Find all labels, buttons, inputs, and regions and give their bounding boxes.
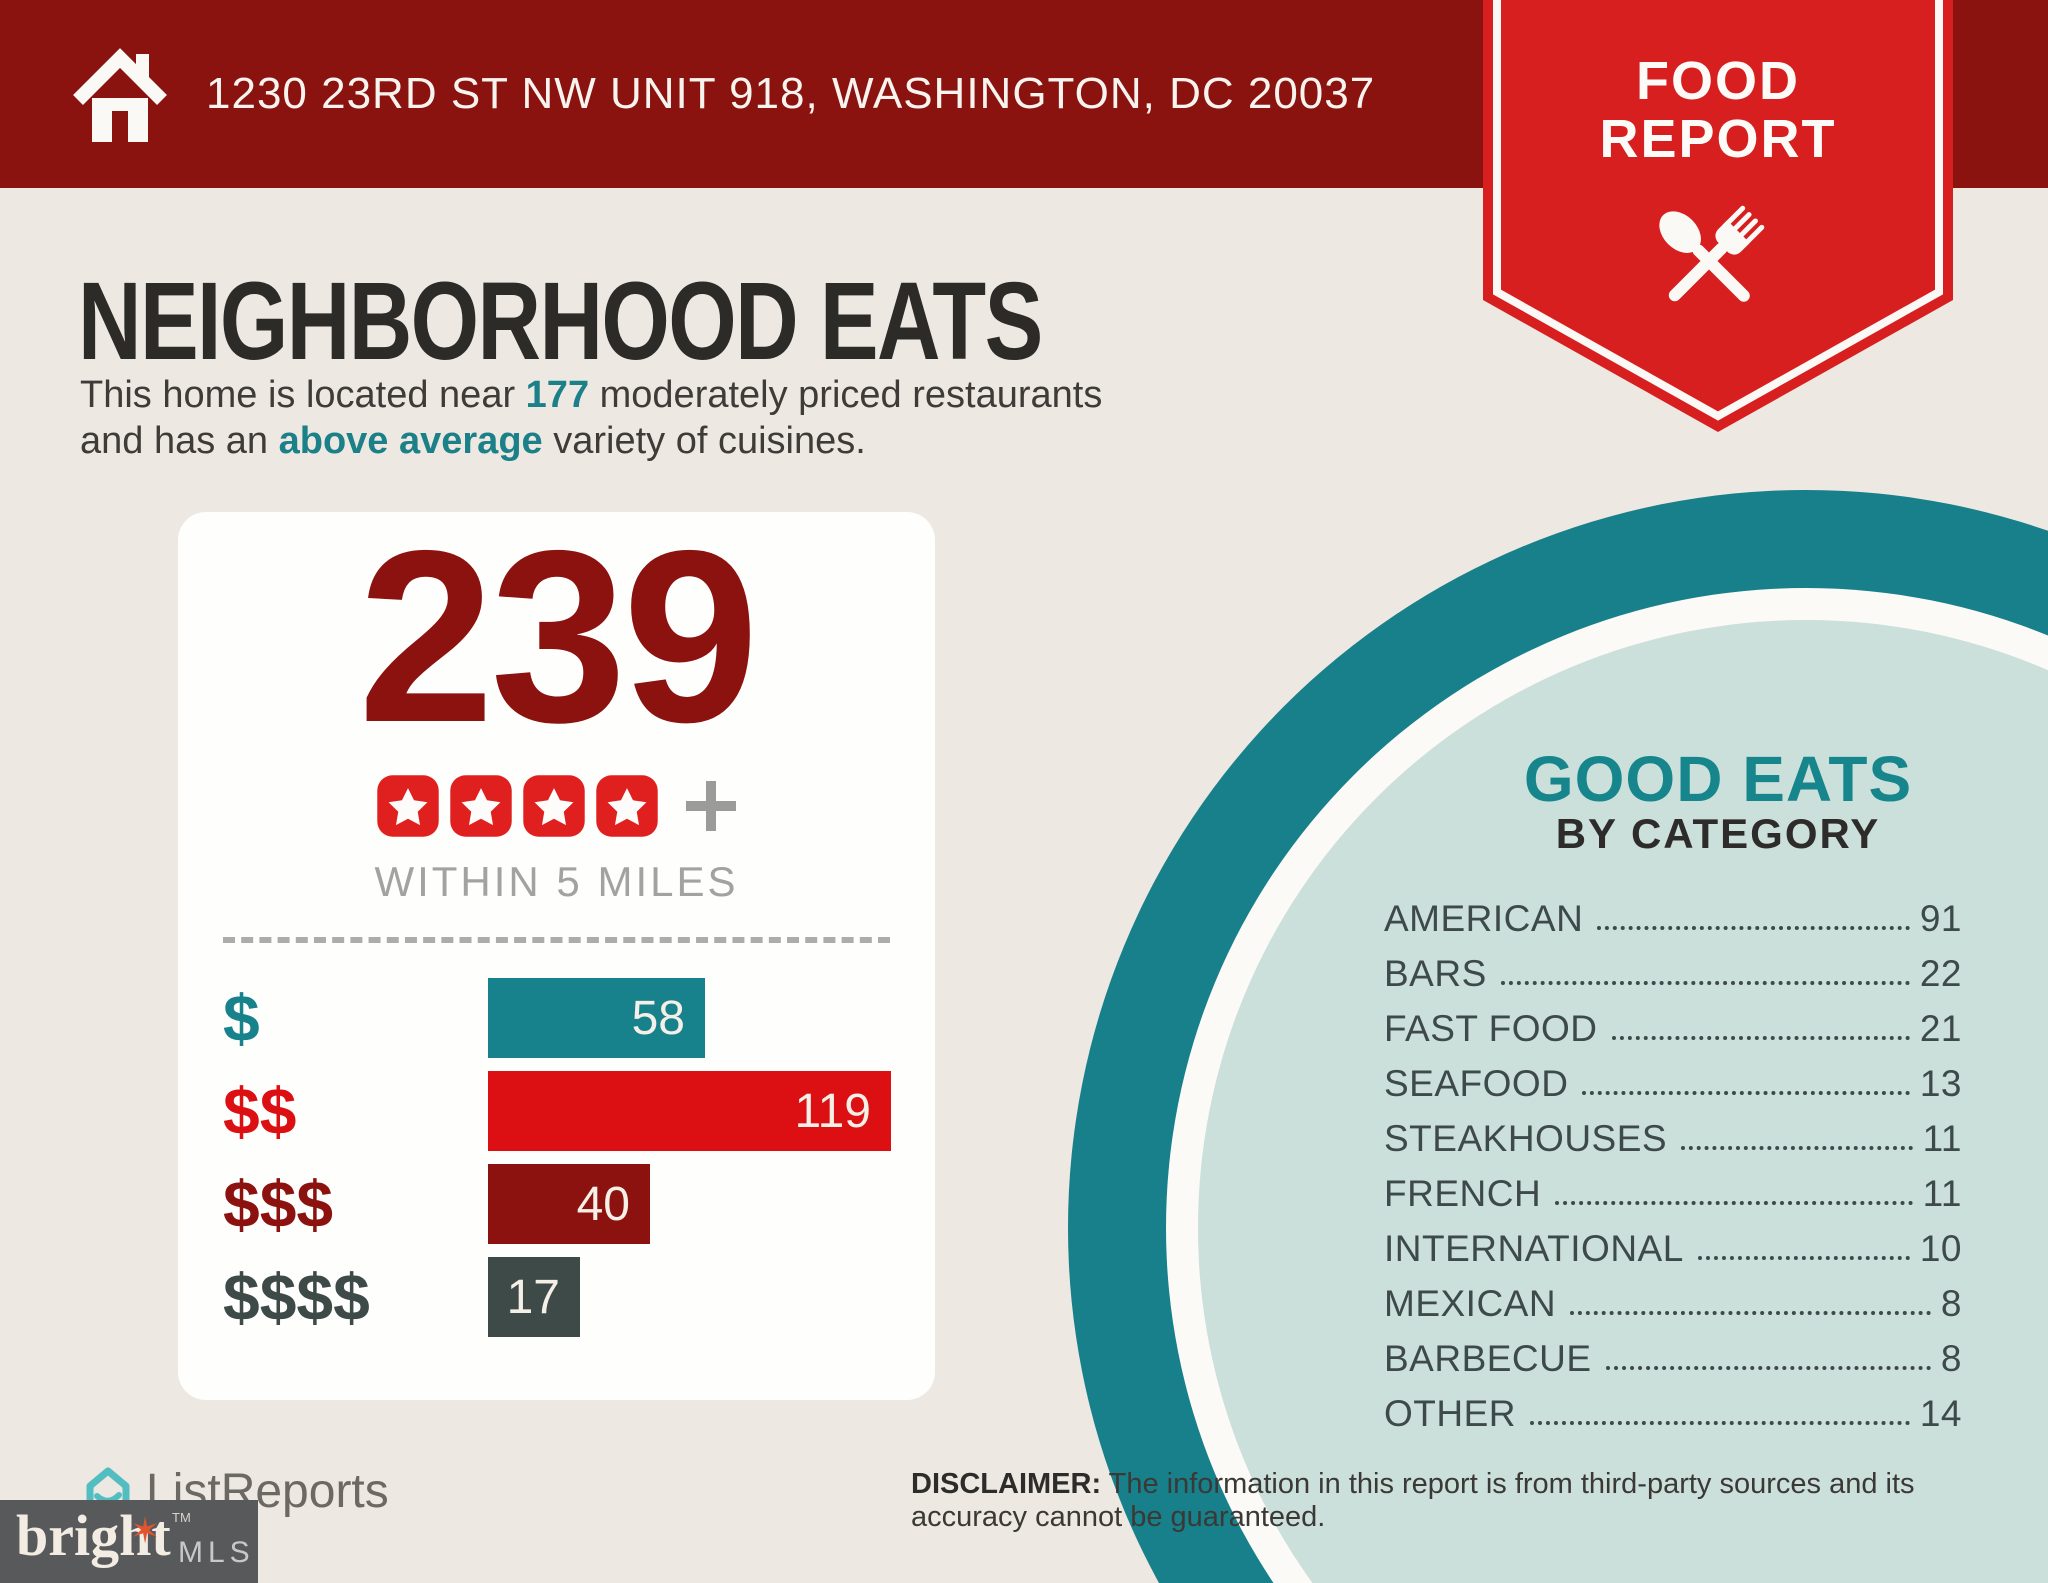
category-value: 11 — [1922, 1118, 1962, 1159]
category-value: 8 — [1940, 1283, 1962, 1324]
category-value: 21 — [1919, 1008, 1962, 1049]
category-label: INTERNATIONAL — [1384, 1228, 1684, 1269]
good-eats-title: GOOD EATS — [1523, 743, 1913, 815]
variety-highlight: above average — [278, 420, 543, 463]
dotted-leader — [1555, 1201, 1913, 1205]
bar-value: 119 — [794, 1084, 871, 1138]
bar-value: 58 — [631, 991, 685, 1045]
price-label: $ — [223, 981, 260, 1055]
dotted-leader — [1500, 981, 1910, 985]
dotted-leader — [1611, 1036, 1910, 1040]
category-label: STEAKHOUSES — [1384, 1118, 1668, 1159]
dotted-leader — [1597, 926, 1910, 930]
category-value: 11 — [1922, 1173, 1962, 1214]
category-row: OTHER 14 — [1384, 1377, 1962, 1432]
price-bar-row: $ 58 — [223, 978, 935, 1058]
category-row: AMERICAN 91 — [1384, 882, 1962, 937]
price-bar-row: $$$ 40 — [223, 1164, 935, 1244]
price-bar: 58 — [488, 978, 705, 1058]
price-bar-row: $$ 119 — [223, 1071, 935, 1151]
category-row: STEAKHOUSES 11 — [1384, 1102, 1962, 1157]
star-icon — [376, 775, 439, 837]
price-label: $$$$ — [223, 1260, 370, 1334]
price-label: $$ — [223, 1074, 297, 1148]
disclaimer-text: DISCLAIMER: The information in this repo… — [911, 1468, 1915, 1533]
category-label: FRENCH — [1384, 1173, 1542, 1214]
category-label: FAST FOOD — [1384, 1008, 1598, 1049]
star-icon — [522, 775, 585, 837]
category-row: BARBECUE 8 — [1384, 1322, 1962, 1377]
star-rating — [178, 774, 935, 838]
category-row: INTERNATIONAL 10 — [1384, 1212, 1962, 1267]
category-row: FAST FOOD 21 — [1384, 992, 1962, 1047]
category-count-list: AMERICAN 91 BARS 22 FAST FOOD 21 SEAFOOD 13 … — [1384, 882, 1962, 1432]
category-value: 13 — [1919, 1063, 1962, 1104]
category-label: MEXICAN — [1384, 1283, 1557, 1324]
bar-value: 40 — [576, 1177, 630, 1231]
category-value: 22 — [1919, 953, 1962, 994]
total-restaurant-count: 239 — [358, 499, 759, 773]
ribbon-pennant-shape — [1483, 0, 1953, 432]
bar-value: 17 — [506, 1270, 560, 1324]
category-value: 10 — [1919, 1228, 1962, 1269]
spoon-fork-icon — [1630, 196, 1806, 341]
dotted-leader — [1570, 1311, 1931, 1315]
category-label: AMERICAN — [1384, 898, 1584, 939]
category-label: OTHER — [1384, 1393, 1516, 1434]
price-level-bar-chart: $ 58 $$ 119 $$$ 40 $$$$ 17 — [223, 978, 935, 1350]
category-value: 91 — [1919, 898, 1962, 939]
good-eats-subtitle: BY CATEGORY — [1555, 810, 1881, 857]
dotted-leader — [1681, 1146, 1913, 1150]
dashed-divider — [223, 937, 890, 943]
radius-caption: WITHIN 5 MILES — [374, 858, 739, 905]
category-row: MEXICAN 8 — [1384, 1267, 1962, 1322]
category-row: BARS 22 — [1384, 937, 1962, 992]
home-icon — [70, 38, 170, 153]
price-bar: 17 — [488, 1257, 580, 1337]
category-label: BARS — [1384, 953, 1487, 994]
dotted-leader — [1605, 1366, 1931, 1370]
dotted-leader — [1697, 1256, 1910, 1260]
intro-paragraph: This home is located near 177 moderately… — [80, 374, 1103, 463]
category-value: 8 — [1940, 1338, 1962, 1379]
price-bar: 40 — [488, 1164, 650, 1244]
food-report-ribbon: FOOD REPORT — [1483, 0, 1953, 436]
price-bar-row: $$$$ 17 — [223, 1257, 935, 1337]
bright-wordmark: bright — [16, 1503, 171, 1568]
star-icon — [595, 775, 658, 837]
category-row: FRENCH 11 — [1384, 1157, 1962, 1212]
bright-mls-logo: bright ✶ TM MLS — [0, 1500, 258, 1583]
trademark-symbol: TM — [172, 1510, 191, 1525]
dotted-leader — [1530, 1421, 1910, 1425]
category-label: SEAFOOD — [1384, 1063, 1569, 1104]
category-label: BARBECUE — [1384, 1338, 1592, 1379]
category-row: SEAFOOD 13 — [1384, 1047, 1962, 1102]
price-label: $$$ — [223, 1167, 334, 1241]
restaurant-stats-card: 239 WITHIN 5 MILES — [178, 512, 935, 1400]
plus-icon — [685, 781, 736, 831]
ribbon-title: FOOD REPORT — [1599, 51, 1837, 170]
price-bar: 119 — [488, 1071, 891, 1151]
mls-wordmark: MLS — [178, 1536, 255, 1569]
spark-icon: ✶ — [130, 1510, 161, 1551]
property-address: 1230 23RD ST NW UNIT 918, WASHINGTON, DC… — [206, 69, 1376, 118]
category-value: 14 — [1919, 1393, 1962, 1434]
page-title: NEIGHBORHOOD EATS — [78, 260, 1043, 383]
dotted-leader — [1582, 1091, 1910, 1095]
restaurant-count-highlight: 177 — [525, 374, 590, 416]
star-icon — [449, 775, 512, 837]
